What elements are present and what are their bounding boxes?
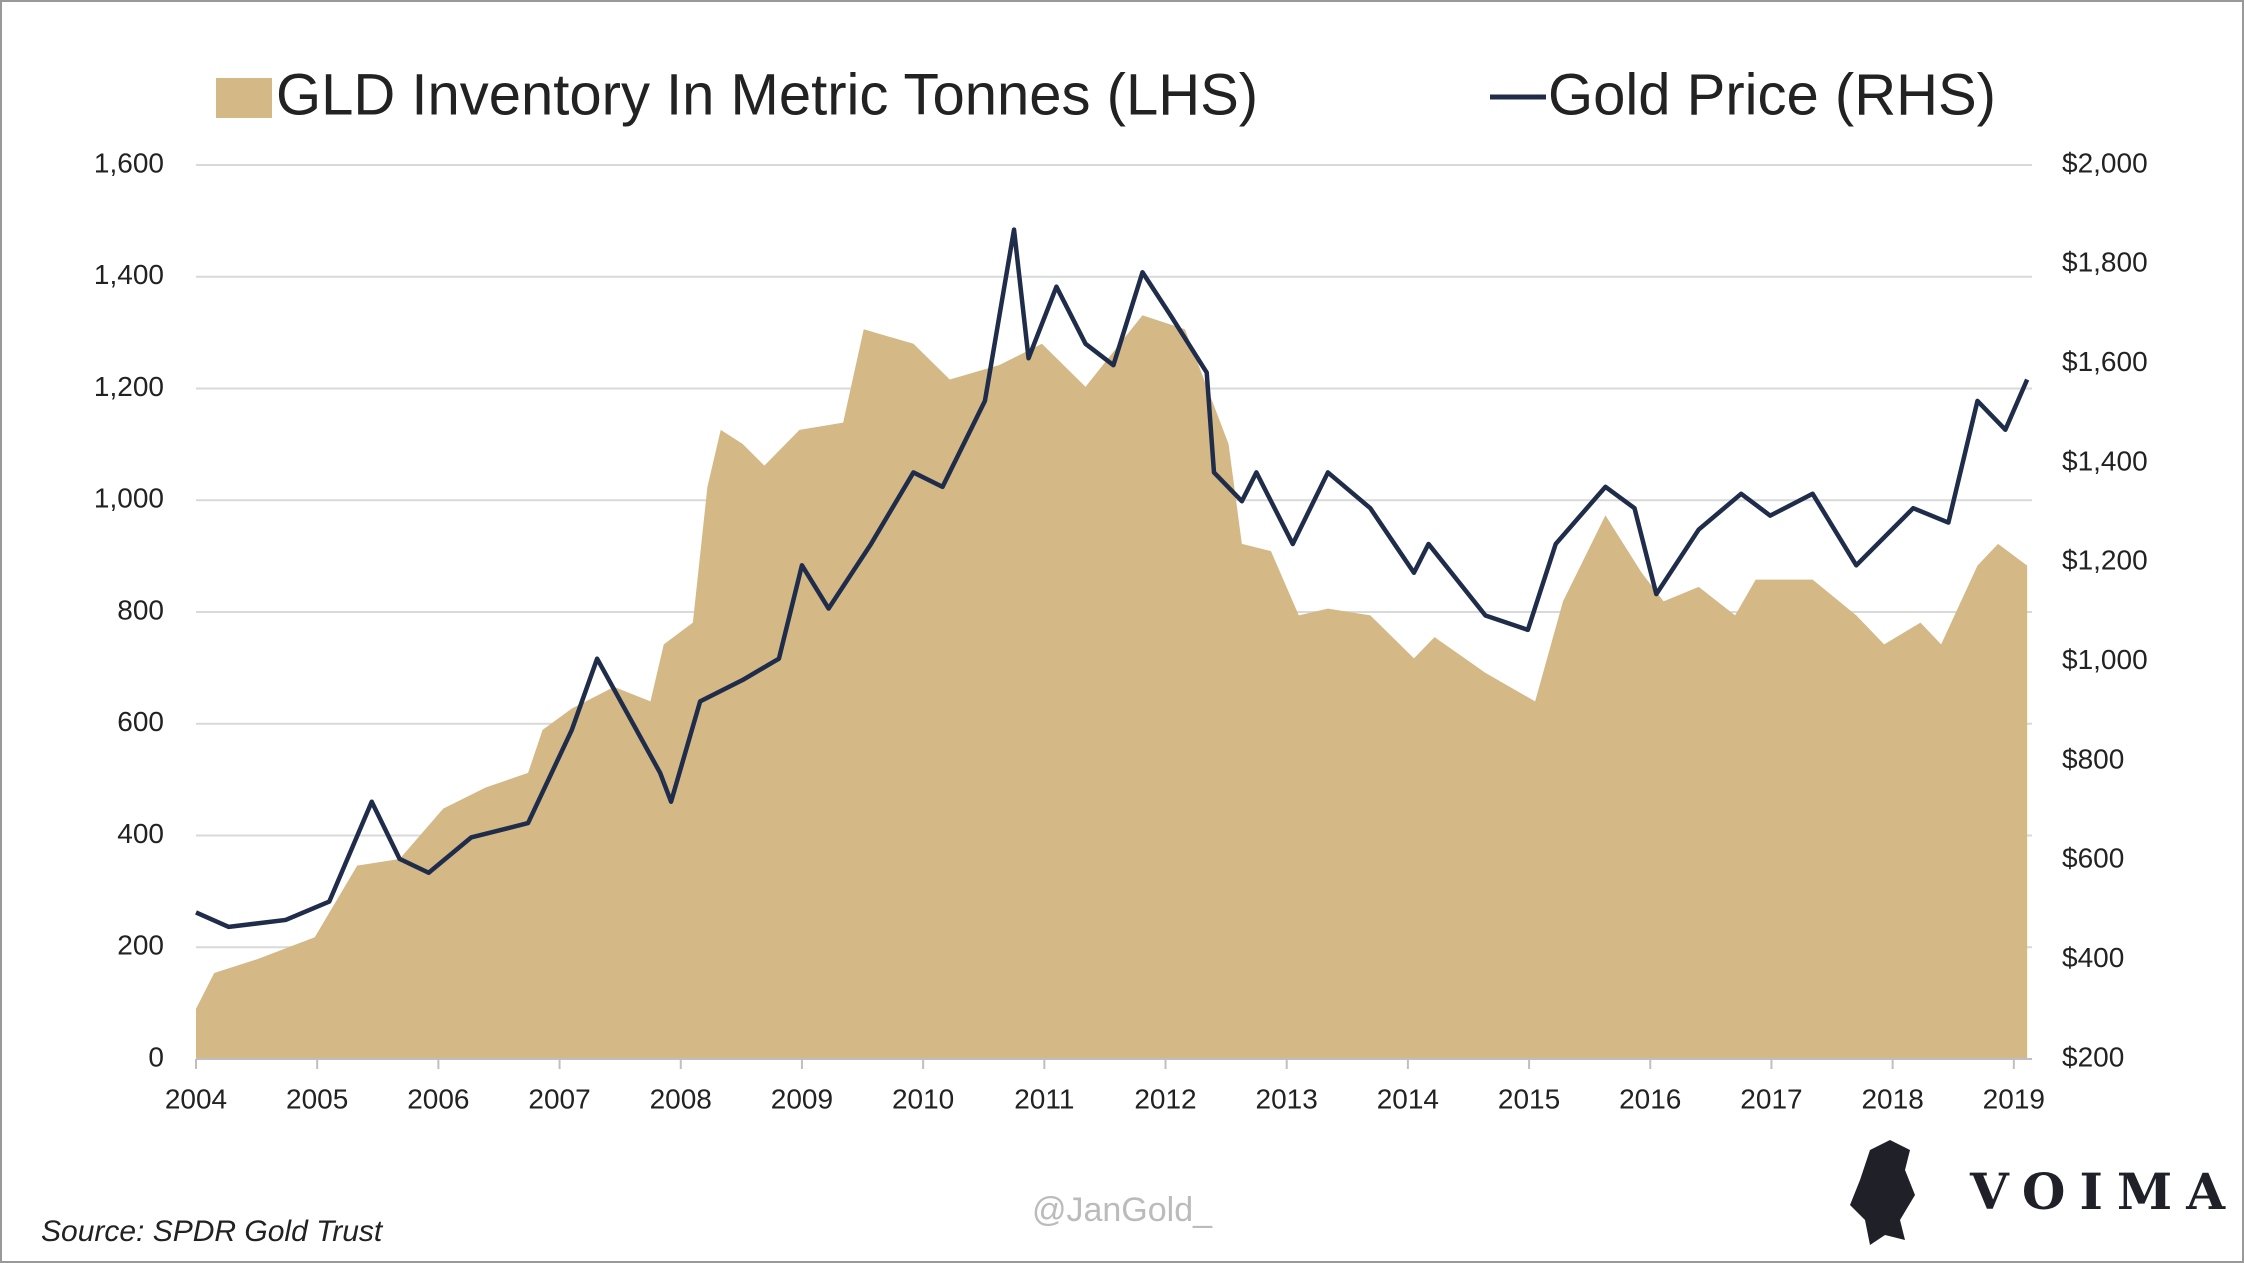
- inventory-area: [196, 315, 2028, 1060]
- y2-tick-label: $1,400: [2062, 445, 2148, 476]
- watermark: @JanGold_: [1032, 1191, 1213, 1229]
- y-tick-label: 1,200: [94, 371, 164, 402]
- price-line: [195, 227, 2030, 930]
- y-tick-label: 0: [148, 1041, 164, 1072]
- y2-tick-label: $800: [2062, 743, 2124, 774]
- y2-tick-label: $600: [2062, 843, 2124, 874]
- x-tick-label: 2019: [1983, 1083, 2045, 1114]
- x-tick-label: 2018: [1861, 1083, 1923, 1114]
- y-tick-label: 1,600: [94, 147, 164, 178]
- y2-tick-label: $200: [2062, 1041, 2124, 1072]
- x-tick-label: 2005: [286, 1083, 348, 1114]
- y-tick-label: 200: [117, 930, 164, 961]
- logo-icon: [1850, 1140, 1915, 1245]
- legend-label: Gold Price (RHS): [1548, 62, 1996, 127]
- y2-tick-label: $1,800: [2062, 247, 2148, 278]
- x-tick-label: 2013: [1256, 1083, 1318, 1114]
- x-tick-label: 2011: [1014, 1083, 1074, 1114]
- y2-tick-label: $1,200: [2062, 545, 2148, 576]
- x-tick-label: 2012: [1134, 1083, 1196, 1114]
- x-tick-label: 2004: [165, 1083, 227, 1114]
- legend-swatch: [216, 78, 272, 118]
- x-tick-label: 2010: [892, 1083, 954, 1114]
- x-tick-label: 2014: [1377, 1083, 1439, 1114]
- y-tick-label: 1,400: [94, 259, 164, 290]
- y2-tick-label: $1,600: [2062, 346, 2148, 377]
- brand: VOIMA: [1969, 1162, 2239, 1221]
- x-tick-label: 2006: [407, 1083, 469, 1114]
- legend-label: GLD Inventory In Metric Tonnes (LHS): [276, 62, 1258, 127]
- y-tick-label: 400: [117, 818, 164, 849]
- x-tick-label: 2009: [771, 1083, 833, 1114]
- y-tick-label: 600: [117, 706, 164, 737]
- x-tick-label: 2007: [528, 1083, 590, 1114]
- y2-tick-label: $1,000: [2062, 644, 2148, 675]
- y-tick-label: 1,000: [94, 483, 164, 514]
- x-tick-label: 2016: [1619, 1083, 1681, 1114]
- x-tick-label: 2015: [1498, 1083, 1560, 1114]
- y-tick-label: 800: [117, 594, 164, 625]
- x-tick-label: 2008: [650, 1083, 712, 1114]
- y2-tick-label: $2,000: [2062, 147, 2148, 178]
- x-tick-label: 2017: [1740, 1083, 1802, 1114]
- y2-tick-label: $400: [2062, 942, 2124, 973]
- source: Source: SPDR Gold Trust: [41, 1215, 384, 1248]
